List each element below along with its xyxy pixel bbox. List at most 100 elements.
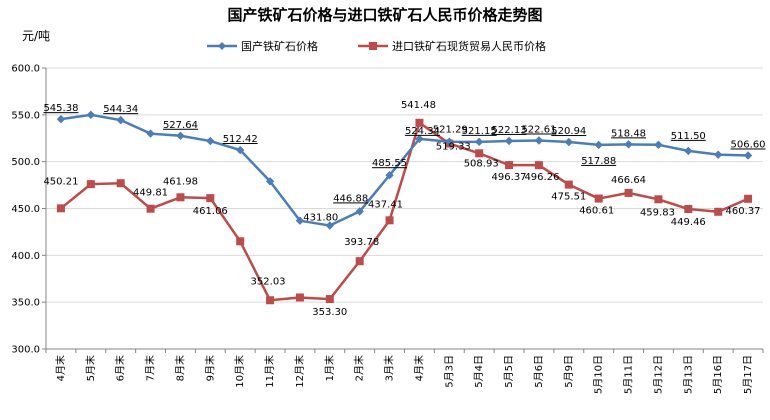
x-tick-label: 3月末 xyxy=(383,355,396,381)
data-label-domestic: 521.29 xyxy=(433,125,468,136)
x-tick-label: 5月5日 xyxy=(503,355,515,388)
x-tick-label: 12月末 xyxy=(293,355,306,388)
data-point-domestic xyxy=(474,137,484,147)
data-point-import xyxy=(385,216,394,225)
data-point-domestic xyxy=(206,136,215,146)
data-label-domestic: 517.88 xyxy=(581,156,616,167)
y-tick-label: 550.0 xyxy=(11,110,40,121)
data-point-domestic xyxy=(176,131,185,140)
data-point-domestic xyxy=(325,221,335,230)
x-tick-label: 6月末 xyxy=(114,355,127,381)
data-point-domestic xyxy=(56,114,66,124)
y-tick-label: 450.0 xyxy=(11,204,40,215)
data-label-import: 496.26 xyxy=(524,172,559,183)
data-label-import: 393.78 xyxy=(344,237,379,248)
x-tick-label: 5月10日 xyxy=(593,355,605,394)
data-point-domestic xyxy=(504,136,514,146)
data-point-import xyxy=(56,204,65,213)
x-tick-label: 9月末 xyxy=(203,355,216,381)
data-point-domestic xyxy=(713,150,723,159)
x-tick-label: 5月16日 xyxy=(712,355,724,394)
legend: 国产铁矿石价格 进口铁矿石现货贸易人民币价格 xyxy=(207,39,546,53)
data-label-domestic: 506.60 xyxy=(731,139,766,150)
data-label-domestic: 511.50 xyxy=(671,131,706,142)
x-tick-label: 5月末 xyxy=(84,355,97,381)
x-tick-label: 1月末 xyxy=(323,355,336,381)
x-tick-label: 8月末 xyxy=(173,355,186,381)
data-point-domestic xyxy=(146,129,155,138)
data-point-domestic xyxy=(654,140,663,150)
data-label-import: 460.61 xyxy=(579,206,614,217)
x-tick-label: 2月末 xyxy=(353,355,366,381)
data-point-domestic xyxy=(743,151,753,160)
y-axis-unit-label: 元/吨 xyxy=(22,29,50,43)
data-point-domestic xyxy=(116,115,125,125)
x-tick-label: 10月末 xyxy=(233,355,246,388)
y-tick-label: 600.0 xyxy=(11,64,40,75)
data-point-domestic xyxy=(415,134,424,144)
data-label-import: 450.21 xyxy=(43,176,78,187)
data-label-domestic: 522.13 xyxy=(492,125,527,136)
x-tick-label: 5月9日 xyxy=(563,355,575,388)
data-label-domestic: 527.64 xyxy=(163,120,198,131)
data-label-import: 352.03 xyxy=(251,276,286,287)
data-point-domestic xyxy=(265,177,275,186)
x-tick-label: 11月末 xyxy=(263,355,276,388)
data-point-domestic xyxy=(534,136,544,145)
data-point-domestic xyxy=(355,207,364,216)
legend-label-import: 进口铁矿石现货贸易人民币价格 xyxy=(392,39,546,53)
data-label-domestic: 431.80 xyxy=(303,213,338,224)
series-markers xyxy=(56,110,753,305)
data-label-import: 459.83 xyxy=(640,207,675,218)
y-tick-label: 350.0 xyxy=(11,298,40,309)
data-label-import: 541.48 xyxy=(401,100,436,111)
data-point-import xyxy=(266,296,275,305)
series-line-domestic xyxy=(60,113,749,227)
data-label-domestic: 521.15 xyxy=(462,126,497,137)
data-point-import xyxy=(325,295,334,304)
x-tick-label: 5月12日 xyxy=(652,355,664,394)
data-point-import xyxy=(295,293,304,302)
data-point-import xyxy=(146,204,155,213)
grid xyxy=(46,67,763,303)
data-label-import: 508.93 xyxy=(464,158,499,169)
data-point-import xyxy=(684,205,693,214)
data-label-import: 496.37 xyxy=(492,172,527,183)
data-label-import: 461.06 xyxy=(193,206,228,217)
data-label-import: 449.81 xyxy=(133,188,168,199)
data-point-import xyxy=(415,118,424,127)
data-point-import xyxy=(206,194,215,203)
legend-marker-domestic xyxy=(218,42,226,50)
data-point-import xyxy=(86,180,95,189)
x-tick-label: 5月17日 xyxy=(742,355,754,394)
x-tick-label: 5月4日 xyxy=(473,355,485,388)
x-tick-label: 7月末 xyxy=(144,355,157,381)
data-point-domestic xyxy=(445,137,454,146)
x-tick-label: 4月末 xyxy=(54,355,67,381)
data-label-domestic: 545.38 xyxy=(43,103,78,114)
x-tick-label: 5月3日 xyxy=(443,355,455,388)
legend-label-domestic: 国产铁矿石价格 xyxy=(241,39,318,53)
data-point-import xyxy=(475,149,484,158)
data-point-domestic xyxy=(624,140,633,149)
data-label-import: 461.98 xyxy=(163,176,198,187)
data-point-import xyxy=(236,237,245,246)
data-label-import: 460.37 xyxy=(726,206,761,217)
data-point-import xyxy=(714,207,723,216)
data-point-domestic xyxy=(86,110,96,120)
x-tick-label: 4月末 xyxy=(412,355,425,381)
data-point-domestic xyxy=(295,216,305,225)
data-point-domestic xyxy=(235,145,245,155)
x-tick-label: 5月11日 xyxy=(623,355,635,394)
data-label-domestic: 512.42 xyxy=(223,134,258,145)
data-point-import xyxy=(534,161,543,170)
data-point-import xyxy=(744,194,753,203)
data-point-domestic xyxy=(564,137,574,147)
data-label-domestic: 544.34 xyxy=(103,104,138,115)
axes xyxy=(42,67,764,353)
data-label-domestic: 485.55 xyxy=(372,158,407,169)
x-tick-label: 5月13日 xyxy=(682,355,694,394)
data-point-import xyxy=(564,180,573,189)
data-point-domestic xyxy=(594,140,603,150)
